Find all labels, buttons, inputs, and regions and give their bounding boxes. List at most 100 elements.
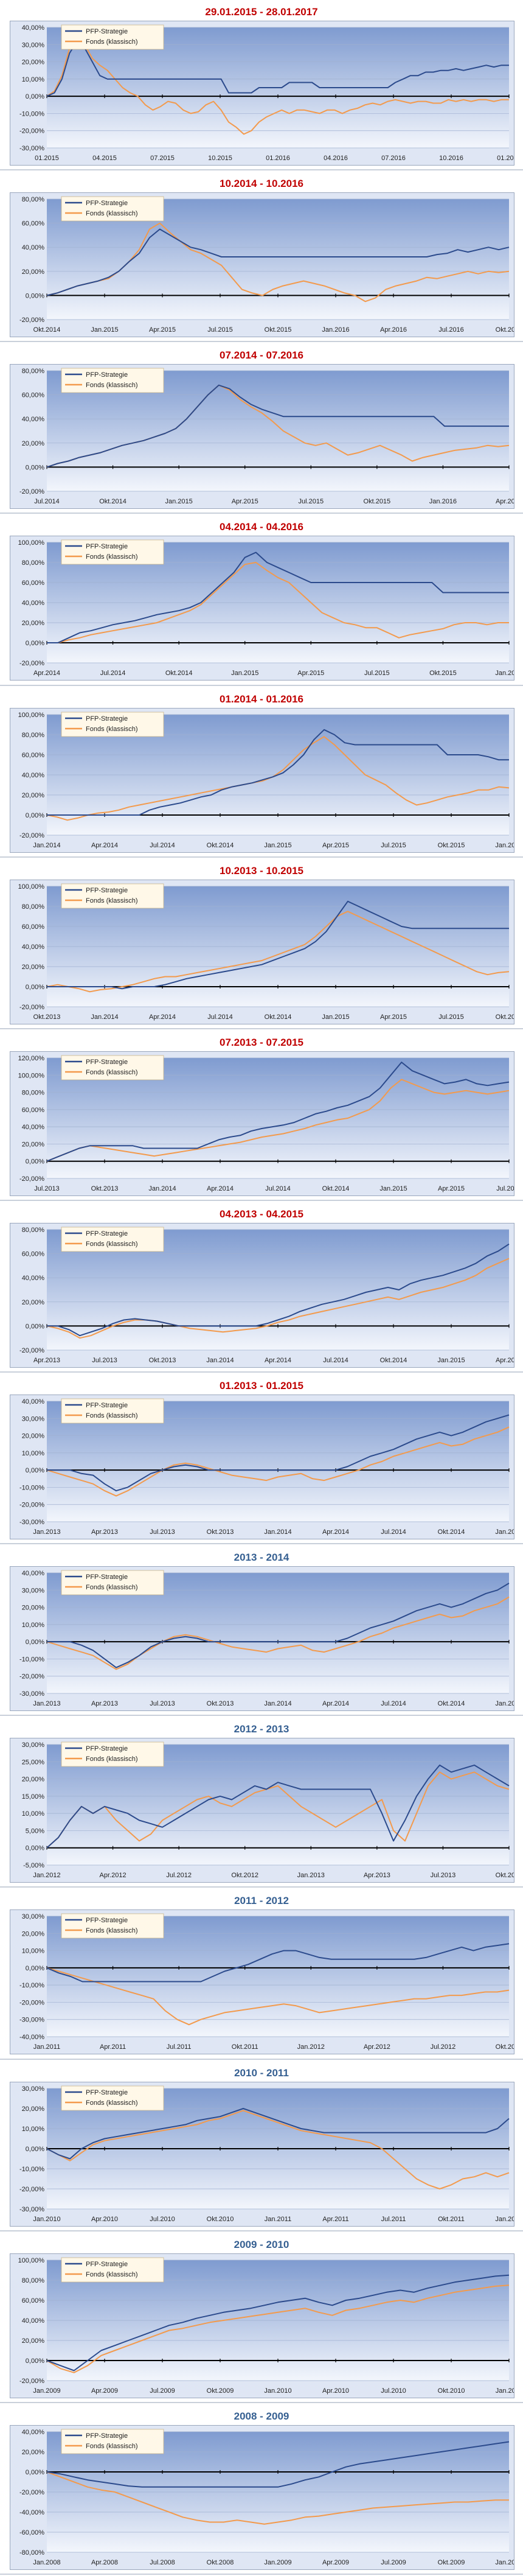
chart-area: 30,00% 25,00% 20,00% 15,00% 10,00% 5,00% 0,00%… [10,1738,522,1883]
x-tick-label: Jan.2016 [495,670,514,677]
legend-label-fund: Fonds (klassisch) [86,38,138,46]
chart-panel: 29.01.2015 - 28.01.2017 40,00% 30,00% 20,00… [0,0,523,172]
legend: PFP-Strategie Fonds (klassisch) [61,2429,164,2454]
legend-box [61,2085,164,2110]
series-line-strategy [46,1061,510,1162]
chart-area: 40,00% 30,00% 20,00% 10,00% 0,00% -10,00% -20,… [10,21,521,166]
panel-separator [0,684,523,686]
panel-separator [0,1715,523,1717]
x-tick-label: Okt.2016 [496,326,514,334]
y-tick-label: 20,00% [22,2449,45,2456]
legend-label-fund: Fonds (klassisch) [86,1927,138,1934]
chart-area: 30,00% 20,00% 10,00% 0,00% -10,00% -20,00% -30… [10,1909,522,2055]
chart-title: 10.2013 - 10.2015 [219,864,303,877]
legend-label-fund: Fonds (klassisch) [86,1584,138,1591]
y-tick-label: 40,00% [22,1124,45,1131]
series-line-fund [46,1426,510,1497]
legend-label-fund: Fonds (klassisch) [86,1069,138,1076]
x-tick-label: Jul.2013 [34,1185,60,1192]
x-tick-label: Apr.2010 [322,2387,349,2395]
x-tick-label: Jan.2009 [33,2387,60,2395]
x-tick-label: Jul.2015 [364,670,390,677]
x-tick-label: Apr.2014 [322,1528,349,1536]
y-tick-label: 40,00% [22,1570,45,1577]
series-line-fund [46,1258,510,1339]
legend-label-fund: Fonds (klassisch) [86,2099,138,2107]
chart-panel: 07.2013 - 07.2015 120,00% 100,00% 80,00% 60,… [0,1031,523,1202]
line-chart: 40,00% 30,00% 20,00% 10,00% 0,00% -10,00% -20,… [19,1570,523,1707]
panel-separator [0,1371,523,1373]
legend: PFP-Strategie Fonds (klassisch) [61,1055,164,1080]
x-tick-label: Jan.2010 [33,2216,60,2223]
y-tick-label: -80,00% [19,2549,44,2557]
x-tick-label: Jan.2016 [429,498,457,505]
chart-panel: 04.2013 - 04.2015 80,00% 60,00% 40,00% 20,00… [0,1202,523,1374]
y-tick-label: 20,00% [22,1605,45,1612]
line-chart: 30,00% 20,00% 10,00% 0,00% -10,00% -20,00% -30… [19,2085,523,2223]
chart-panel: 2009 - 2010 100,00% 80,00% 60,00% 40,00% 20,0… [0,2233,523,2404]
legend-box [61,24,164,50]
x-tick-label: Apr.2015 [496,1357,514,1364]
x-tick-label: 07.2016 [381,155,406,162]
chart-panel: 10.2014 - 10.2016 80,00% 60,00% 40,00% 20,00… [0,172,523,343]
legend: PFP-Strategie Fonds (klassisch) [61,1914,164,1939]
legend: PFP-Strategie Fonds (klassisch) [61,2257,164,2283]
chart-area: 80,00% 60,00% 40,00% 20,00% 0,00% -20,00% Apr.… [10,1222,522,1368]
x-tick-label: Apr.2014 [322,1700,349,1707]
legend-box [61,2257,164,2283]
y-tick-label: 40,00% [22,2429,45,2436]
line-chart: 80,00% 60,00% 40,00% 20,00% 0,00% -20,00% Apr.… [19,1227,522,1364]
chart-area: 80,00% 60,00% 40,00% 20,00% 0,00% -20,00% Jul.… [10,364,522,509]
y-tick-label: 80,00% [22,1227,45,1234]
legend-label-fund: Fonds (klassisch) [86,1755,138,1763]
x-tick-label: Okt.2013 [33,1013,61,1021]
legend-label-fund: Fonds (klassisch) [86,2443,138,2450]
x-tick-label: Jan.2013 [33,1528,60,1536]
x-tick-label: Jul.2011 [381,2216,406,2223]
x-tick-label: Jan.2011 [265,2216,291,2223]
y-tick-label: 60,00% [22,1251,45,1258]
x-tick-label: Apr.2015 [297,670,324,677]
y-tick-label: -30,00% [19,145,44,152]
x-tick-label: Apr.2012 [100,1872,126,1879]
y-tick-label: 0,00% [26,293,44,300]
x-tick-label: Jul.2009 [150,2387,175,2395]
x-tick-label: Jan.2011 [33,2043,60,2051]
x-tick-label: Okt.2009 [207,2387,234,2395]
x-tick-label: Apr.2012 [364,2043,390,2051]
series-line-fund [46,2471,509,2525]
y-tick-label: 30,00% [22,1415,45,1423]
x-tick-label: Apr.2013 [33,1357,60,1364]
line-chart: 120,00% 100,00% 80,00% 60,00% 40,00% 20,00% 0,… [18,1055,522,1192]
y-tick-label: 40,00% [22,943,45,951]
y-tick-label: -20,00% [19,2186,44,2193]
legend: PFP-Strategie Fonds (klassisch) [61,1398,164,1424]
y-tick-label: -10,00% [19,2166,44,2173]
chart-title: 07.2013 - 07.2015 [219,1036,303,1048]
y-tick-label: 0,00% [26,640,44,647]
panel-separator [0,1199,523,1201]
chart-panel: 10.2013 - 10.2015 100,00% 80,00% 60,00% 40,0… [0,859,523,1031]
legend-label-strategy: PFP-Strategie [86,1402,128,1409]
x-tick-label: Jan.2016 [495,842,514,849]
chart-panel: 07.2014 - 07.2016 80,00% 60,00% 40,00% 20,00… [0,343,523,515]
x-tick-label: Okt.2015 [438,842,465,849]
y-tick-label: -20,00% [19,1347,44,1354]
y-tick-label: 80,00% [22,903,45,911]
y-tick-label: 30,00% [22,1741,45,1749]
y-tick-label: -20,00% [19,1502,44,1509]
line-chart: 40,00% 20,00% 0,00% -20,00% -40,00% -60,00% -8… [19,2429,523,2566]
y-tick-label: 80,00% [22,196,45,203]
y-tick-label: -10,00% [19,1983,44,1990]
chart-area: 100,00% 80,00% 60,00% 40,00% 20,00% 0,00% -20,… [10,879,522,1024]
x-tick-label: Okt.2013 [207,1528,234,1536]
series-line-fund [46,2284,510,2373]
y-tick-label: 60,00% [22,2297,45,2305]
y-tick-label: 80,00% [22,1089,45,1096]
x-tick-label: Jul.2014 [381,1528,406,1536]
series-line-strategy [46,2274,510,2371]
y-tick-label: 80,00% [22,2277,45,2284]
y-tick-label: 0,00% [26,93,44,100]
series-line-strategy [46,40,509,97]
chart-title: 01.2014 - 01.2016 [219,693,303,705]
